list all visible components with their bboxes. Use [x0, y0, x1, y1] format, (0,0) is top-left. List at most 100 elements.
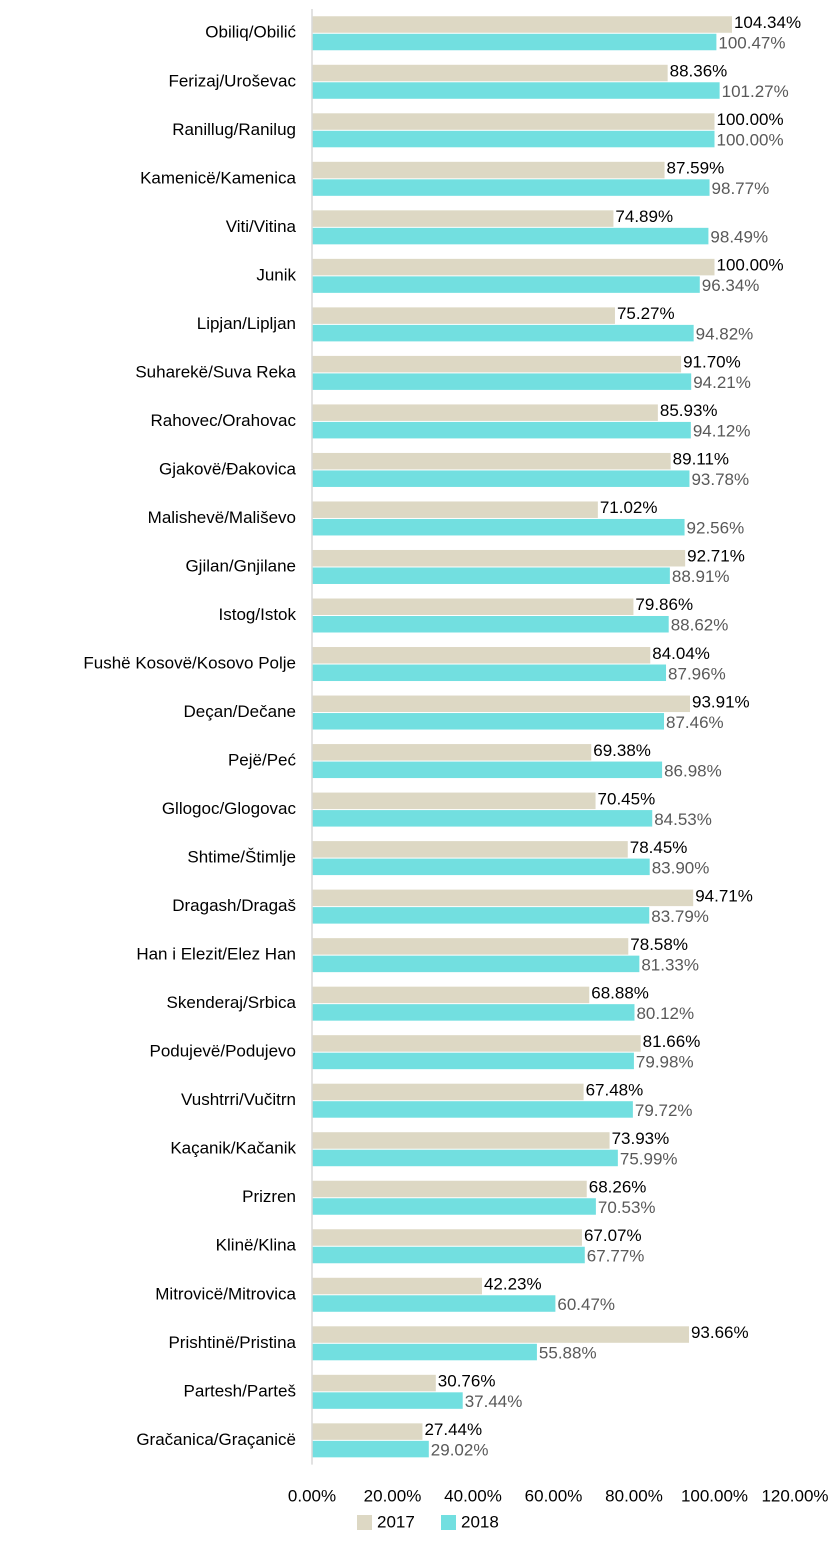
- value-label: 91.70%: [683, 353, 741, 372]
- value-label: 70.45%: [598, 789, 656, 808]
- value-label: 94.21%: [693, 373, 751, 392]
- value-label: 93.66%: [691, 1323, 749, 1342]
- value-label: 92.56%: [687, 519, 745, 538]
- category-label: Istog/Istok: [219, 605, 297, 624]
- bar: [312, 598, 634, 615]
- category-label: Suharekë/Suva Reka: [135, 362, 296, 381]
- value-label: 88.91%: [672, 567, 730, 586]
- bar: [312, 1295, 556, 1312]
- bar: [312, 1035, 641, 1052]
- bar: [312, 713, 665, 730]
- bar: [312, 1198, 596, 1215]
- value-label: 93.91%: [692, 692, 750, 711]
- bar: [312, 161, 665, 179]
- bar: [312, 1083, 584, 1101]
- bar: [312, 64, 668, 82]
- value-label: 86.98%: [664, 761, 722, 780]
- bar: [312, 501, 598, 518]
- legend-swatch: [441, 1515, 456, 1530]
- bar: [312, 307, 615, 324]
- value-label: 42.23%: [484, 1275, 542, 1294]
- bar: [312, 647, 651, 664]
- value-label: 83.90%: [652, 858, 710, 877]
- category-label: Kamenicë/Kamenica: [140, 168, 296, 187]
- bar: [312, 1392, 463, 1409]
- value-label: 87.96%: [668, 664, 726, 683]
- category-label: Gllogoc/Glogovac: [162, 799, 297, 818]
- bar: [312, 113, 715, 130]
- bar: [312, 810, 653, 827]
- bar: [312, 1132, 610, 1149]
- bar: [312, 841, 628, 858]
- x-tick-label: 100.00%: [681, 1486, 748, 1505]
- category-label: Viti/Vitina: [226, 217, 297, 236]
- value-label: 83.79%: [651, 907, 709, 926]
- value-label: 104.34%: [734, 13, 801, 32]
- value-label: 55.88%: [539, 1344, 597, 1363]
- bar: [312, 549, 686, 567]
- bar: [312, 858, 650, 876]
- category-label: Kaçanik/Kačanik: [170, 1139, 296, 1158]
- bar: [312, 567, 670, 584]
- value-label: 75.27%: [617, 304, 675, 323]
- category-label: Lipjan/Lipljan: [197, 314, 296, 333]
- category-label: Junik: [256, 265, 296, 284]
- value-label: 78.58%: [630, 935, 688, 954]
- category-label: Ferizaj/Uroševac: [168, 71, 296, 90]
- bar: [312, 404, 658, 421]
- value-label: 78.45%: [630, 838, 688, 857]
- value-label: 87.59%: [667, 159, 725, 178]
- x-tick-label: 40.00%: [444, 1486, 502, 1505]
- bar: [312, 82, 720, 99]
- value-label: 100.00%: [717, 131, 784, 150]
- category-label: Shtime/Štimlje: [187, 848, 296, 867]
- value-label: 81.33%: [641, 955, 699, 974]
- value-label: 27.44%: [424, 1420, 482, 1439]
- category-label: Pejë/Peć: [228, 751, 297, 770]
- category-label: Gračanica/Graçanicë: [136, 1430, 296, 1449]
- value-label: 101.27%: [722, 82, 789, 101]
- bar: [312, 421, 691, 439]
- bar: [312, 16, 732, 33]
- category-label: Mitrovicë/Mitrovica: [155, 1284, 296, 1303]
- bar: [312, 33, 717, 51]
- category-label: Han i Elezit/Elez Han: [136, 945, 296, 964]
- bar: [312, 616, 669, 633]
- bar: [312, 373, 692, 390]
- bar: [312, 889, 694, 907]
- bar: [312, 792, 596, 810]
- bar: [312, 452, 671, 470]
- value-label: 87.46%: [666, 713, 724, 732]
- bar: [312, 179, 710, 196]
- value-label: 79.72%: [635, 1101, 693, 1120]
- value-label: 75.99%: [620, 1149, 678, 1168]
- value-label: 94.71%: [695, 886, 753, 905]
- bar: [312, 664, 667, 682]
- bar: [312, 210, 614, 227]
- bar: [312, 1374, 436, 1392]
- value-label: 84.53%: [654, 810, 712, 829]
- bar: [312, 355, 682, 373]
- value-label: 74.89%: [615, 207, 673, 226]
- category-label: Gjakovë/Đakovica: [159, 459, 297, 478]
- bar: [312, 130, 715, 148]
- bar: [312, 1343, 537, 1361]
- value-label: 92.71%: [687, 547, 745, 566]
- value-label: 68.88%: [591, 983, 649, 1002]
- value-label: 68.26%: [589, 1177, 647, 1196]
- category-label: Prishtinë/Pristina: [168, 1333, 296, 1352]
- bar: [312, 276, 700, 293]
- category-label: Gjilan/Gnjilane: [185, 556, 296, 575]
- value-label: 70.53%: [598, 1198, 656, 1217]
- bar: [312, 1277, 482, 1295]
- category-label: Malishevë/Mališevo: [148, 508, 296, 527]
- value-label: 94.12%: [693, 422, 751, 441]
- bar: [312, 470, 690, 487]
- value-label: 84.04%: [652, 644, 710, 663]
- category-label: Prizren: [242, 1187, 296, 1206]
- bar: [312, 955, 640, 973]
- value-label: 98.49%: [710, 228, 768, 247]
- category-label: Partesh/Parteš: [184, 1381, 296, 1400]
- bar: [312, 1229, 582, 1246]
